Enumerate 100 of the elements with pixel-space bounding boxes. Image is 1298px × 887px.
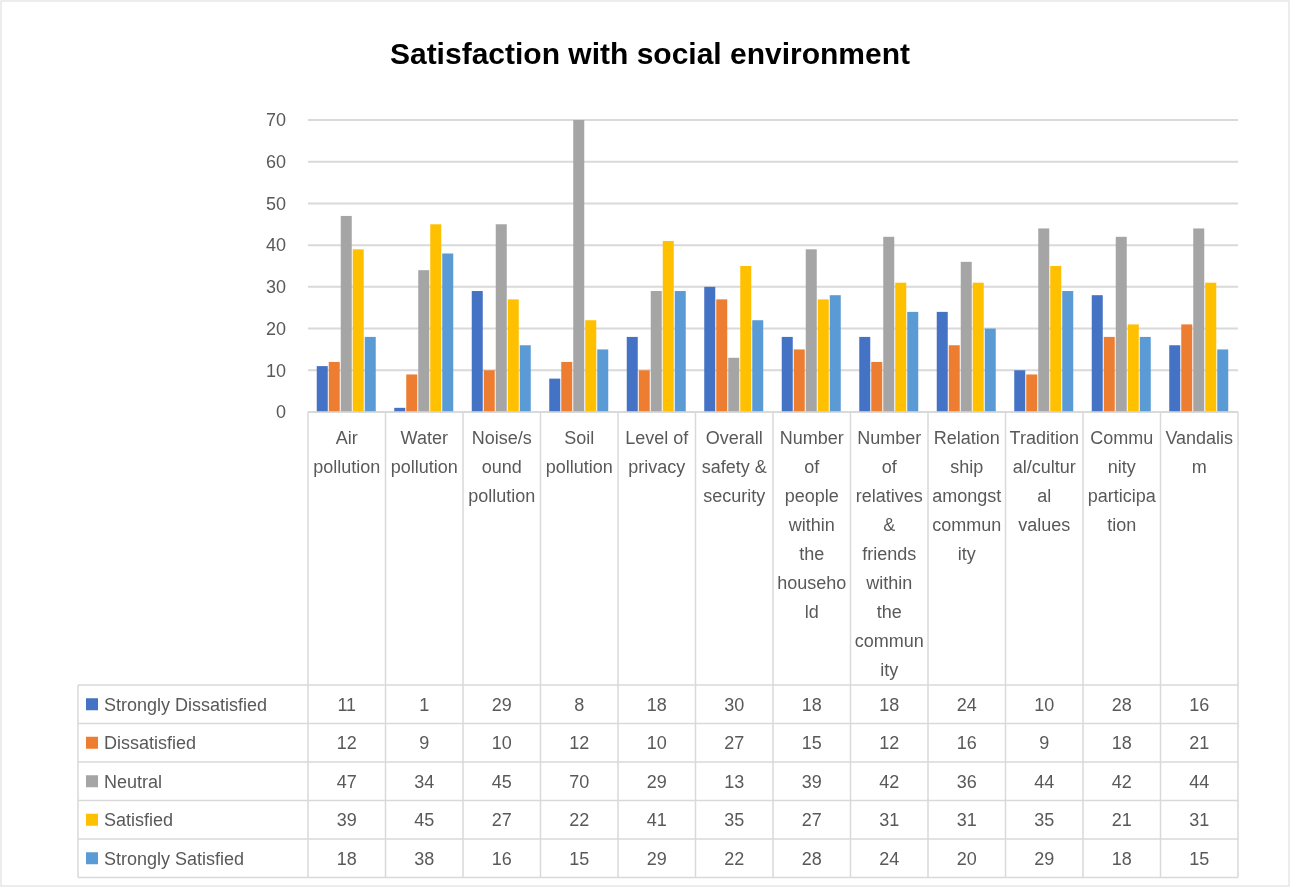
- data-label: 12: [336, 733, 357, 754]
- data-label: 39: [801, 771, 822, 792]
- bar: [430, 224, 442, 412]
- bar: [704, 286, 716, 412]
- data-label: 22: [569, 810, 590, 831]
- bar: [960, 261, 972, 412]
- data-label: 34: [414, 771, 435, 792]
- legend-label: Strongly Satisfied: [104, 848, 245, 869]
- bar: [519, 345, 531, 412]
- data-label: 29: [646, 848, 667, 869]
- data-label: 12: [569, 733, 590, 754]
- data-label: 39: [336, 810, 357, 831]
- data-label: 42: [879, 771, 900, 792]
- data-label: 9: [419, 733, 430, 754]
- y-tick-label: 50: [265, 193, 286, 214]
- bar: [728, 357, 740, 412]
- bar: [1014, 370, 1026, 412]
- bar: [638, 370, 650, 412]
- bar: [674, 291, 686, 412]
- data-label: 29: [1034, 848, 1055, 869]
- data-label: 13: [724, 771, 745, 792]
- bar: [793, 349, 805, 412]
- data-label: 11: [337, 694, 357, 715]
- bar: [1038, 228, 1050, 412]
- x-tick-label: Traditional/cultural values: [1009, 428, 1079, 535]
- bar: [328, 361, 340, 412]
- bar: [1091, 295, 1103, 412]
- bar: [471, 291, 483, 412]
- data-label: 16: [491, 848, 512, 869]
- data-label: 8: [574, 694, 585, 715]
- bar: [871, 361, 883, 412]
- data-label: 1: [419, 694, 430, 715]
- data-label: 38: [414, 848, 435, 869]
- bar: [1062, 291, 1074, 412]
- bar: [1115, 236, 1127, 412]
- bar: [895, 282, 907, 412]
- bar: [1050, 266, 1062, 412]
- bar: [406, 374, 418, 412]
- y-tick-label: 10: [265, 360, 286, 381]
- bar: [716, 299, 728, 412]
- legend-label: Satisfied: [104, 810, 174, 831]
- data-label: 45: [414, 810, 435, 831]
- bar: [495, 224, 507, 412]
- data-label: 27: [724, 733, 745, 754]
- bar: [752, 320, 764, 412]
- x-tick-label: Relationship amongst community: [932, 428, 1002, 564]
- y-tick-label: 20: [265, 318, 286, 339]
- data-label: 18: [1111, 733, 1132, 754]
- data-label: 42: [1111, 771, 1132, 792]
- data-label: 30: [724, 694, 745, 715]
- bar: [883, 236, 895, 412]
- data-label: 24: [879, 848, 900, 869]
- bar: [805, 249, 817, 412]
- data-label: 10: [491, 733, 512, 754]
- data-label: 27: [801, 810, 822, 831]
- bar: [907, 311, 919, 412]
- data-label: 44: [1034, 771, 1055, 792]
- bar: [507, 299, 519, 412]
- x-tick-label: Soil pollution: [545, 428, 613, 477]
- bar: [442, 253, 454, 412]
- x-tick-label: Air pollution: [313, 428, 381, 477]
- data-label: 27: [491, 810, 512, 831]
- bar: [418, 270, 430, 412]
- x-tick-label: Overall safety & security: [701, 428, 767, 506]
- bar: [740, 266, 752, 412]
- data-label: 36: [956, 771, 977, 792]
- data-label: 28: [801, 848, 822, 869]
- bar: [948, 345, 960, 412]
- y-tick-label: 30: [265, 277, 286, 298]
- data-label: 16: [1189, 694, 1210, 715]
- bar: [561, 361, 573, 412]
- data-label: 35: [724, 810, 745, 831]
- data-label: 21: [1111, 810, 1132, 831]
- x-tick-label: Number of people within the household: [777, 428, 847, 622]
- data-label: 29: [646, 771, 667, 792]
- bar: [859, 336, 871, 412]
- bar: [1181, 324, 1193, 412]
- data-label: 9: [1039, 733, 1050, 754]
- bar: [972, 282, 984, 412]
- bar: [573, 120, 585, 412]
- data-label: 24: [956, 694, 977, 715]
- x-tick-label: Vandalism: [1165, 428, 1234, 477]
- data-label: 41: [646, 810, 667, 831]
- bar: [549, 378, 561, 412]
- data-label: 18: [336, 848, 357, 869]
- bar: [936, 311, 948, 412]
- data-label: 31: [956, 810, 977, 831]
- bar: [585, 320, 597, 412]
- bar: [364, 336, 376, 412]
- y-tick-label: 60: [265, 152, 286, 173]
- bar: [1205, 282, 1217, 412]
- data-label: 44: [1189, 771, 1210, 792]
- data-label: 18: [879, 694, 900, 715]
- data-label: 31: [879, 810, 900, 831]
- bar: [1127, 324, 1139, 412]
- bar: [316, 366, 328, 412]
- data-label: 15: [801, 733, 822, 754]
- data-label: 16: [956, 733, 977, 754]
- data-label: 18: [1111, 848, 1132, 869]
- x-tick-label: Community participation: [1087, 428, 1157, 535]
